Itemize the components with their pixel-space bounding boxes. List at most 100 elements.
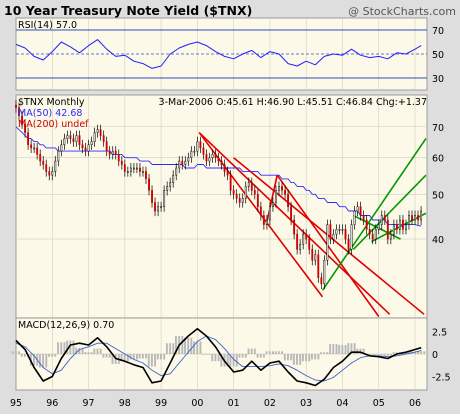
price-bar (151, 190, 153, 203)
macd-histogram-bar (272, 351, 274, 354)
macd-histogram-bar (244, 354, 247, 358)
macd-histogram-bar (105, 354, 108, 358)
macd-histogram-bar (389, 354, 392, 356)
macd-histogram-bar (160, 354, 162, 360)
macd-histogram-bar (111, 354, 114, 364)
macd-histogram-bar (208, 354, 211, 355)
macd-histogram-bar (150, 354, 153, 367)
price-bar (15, 104, 17, 108)
trend-channel-line (321, 138, 427, 291)
price-bar (347, 238, 350, 250)
x-tick-label: 95 (10, 398, 22, 409)
price-bar (350, 224, 353, 250)
price-bar (24, 123, 26, 133)
macd-histogram-bar (344, 345, 347, 354)
price-bar (190, 150, 193, 158)
macd-histogram-bar (48, 354, 50, 357)
price-bar (317, 254, 320, 278)
macd-histogram-bar (229, 354, 232, 367)
price-bar (57, 150, 60, 162)
macd-histogram-bar (147, 354, 150, 367)
trend-channel-line (353, 214, 401, 240)
price-bar (247, 182, 250, 187)
price-bar (117, 154, 120, 162)
price-bar (320, 277, 323, 285)
macd-histogram-bar (54, 354, 57, 357)
price-bar (199, 141, 202, 149)
macd-histogram-bar (374, 354, 377, 355)
macd-histogram-bar (69, 340, 72, 354)
price-bar (48, 171, 51, 176)
macd-histogram-bar (314, 354, 317, 360)
macd-histogram-bar (262, 354, 265, 358)
price-bar (84, 147, 87, 152)
rsi-label: RSI(14) 57.0 (18, 20, 77, 31)
macd-histogram-bar (287, 354, 289, 361)
price-bar (181, 160, 184, 165)
macd-line (15, 327, 422, 387)
price-bar (30, 144, 33, 149)
macd-histogram-bar (274, 351, 277, 354)
macd-histogram-bar (214, 354, 217, 362)
macd-histogram-bar (238, 354, 241, 358)
macd-histogram-bar (138, 354, 141, 359)
rsi-panel: 70 50 30 RSI(14) 57.0 (15, 17, 444, 91)
price-bar (157, 206, 160, 212)
macd-histogram-bar (75, 347, 78, 354)
macd-histogram-bar (241, 354, 244, 358)
price-bar (362, 215, 365, 221)
macd-histogram-bar (42, 354, 45, 368)
x-tick-label: 96 (46, 398, 58, 409)
macd-histogram-bar (57, 342, 60, 354)
price-bar (148, 178, 150, 191)
price-info: 3-Mar-2006 O:45.61 H:46.90 L:45.51 C:46.… (159, 97, 427, 108)
macd-histogram-bar (392, 352, 395, 354)
macd-histogram-bar (416, 351, 419, 354)
price-bar (250, 182, 253, 191)
macd-histogram-bar (129, 354, 132, 360)
price-bar (42, 160, 45, 165)
macd-histogram-bar (63, 342, 66, 354)
price-bar (129, 167, 132, 172)
macd-histogram-bar (165, 343, 168, 354)
macd-histogram-bar (126, 354, 129, 362)
trend-channel-line (371, 212, 427, 243)
macd-histogram-bar (102, 354, 105, 358)
price-bar (145, 171, 147, 180)
macd-histogram-bar (359, 348, 362, 354)
price-bar (377, 224, 380, 230)
price-bar (36, 147, 39, 155)
price-bar (163, 190, 166, 207)
price-bar (18, 107, 20, 116)
copyright-label: @ StockCharts.com (348, 5, 456, 18)
macd-histogram-bar (20, 354, 23, 357)
trend-channel-line (265, 175, 278, 225)
price-bar (338, 229, 341, 231)
price-bar (96, 129, 99, 133)
x-tick-label: 98 (119, 398, 131, 409)
macd-histogram-bar (205, 354, 208, 355)
price-bar (205, 154, 208, 162)
price-bar (299, 243, 302, 250)
macd-histogram-bar (335, 344, 338, 354)
price-bar (259, 206, 262, 216)
macd-histogram-bar (353, 343, 356, 354)
price-bar (223, 164, 226, 172)
price-bar (278, 186, 280, 191)
macd-histogram-bar (132, 354, 135, 360)
price-bar (392, 224, 395, 235)
price-bar (220, 160, 223, 165)
price-bar (75, 135, 78, 142)
macd-histogram-bar (181, 336, 184, 354)
macd-histogram-bar (235, 354, 238, 367)
price-bar (305, 233, 308, 240)
price-bar (356, 206, 359, 212)
x-tick-label: 01 (228, 398, 240, 409)
x-tick-label: 02 (264, 398, 276, 409)
price-legend-entry: MA(50) 42.68 (18, 108, 82, 119)
macd-histogram-bar (38, 354, 41, 368)
macd-histogram-bar (93, 348, 96, 354)
macd-histogram-bar (323, 352, 326, 354)
macd-histogram-bar (283, 354, 286, 361)
macd-histogram-bar (250, 348, 253, 354)
